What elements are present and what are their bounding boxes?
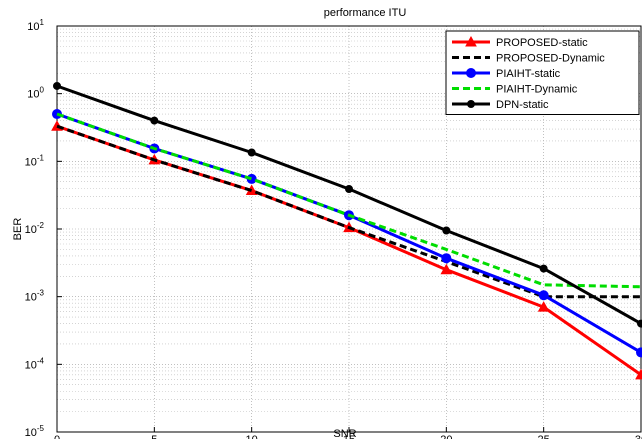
x-tick-label: 15 (343, 434, 355, 439)
data-point (247, 148, 256, 157)
series-3 (56, 112, 642, 289)
x-tick-label: 20 (440, 434, 452, 439)
y-tick-label: 10-3 (25, 289, 45, 304)
y-tick-label: 10-2 (25, 221, 45, 236)
series-4 (53, 81, 642, 328)
y-axis-label: BER (12, 218, 24, 241)
series-group (51, 81, 642, 380)
legend: PROPOSED-static PROPOSED-Dynamic PIAIHT-st… (445, 30, 640, 115)
y-tick-label: 100 (27, 86, 44, 101)
data-point (539, 264, 548, 273)
y-tick-label: 10-1 (25, 153, 45, 168)
data-point (637, 319, 642, 328)
series-0 (51, 120, 642, 380)
y-tick-label: 101 (27, 18, 44, 33)
y-tick-label: 10-4 (25, 356, 45, 371)
series-line (56, 124, 641, 299)
data-point (53, 81, 61, 90)
data-point (345, 185, 353, 194)
axis-ticks: 0 5 10 15 20 25 30 101 100 10-1 10-2 10-3 10-4 10-5 (25, 18, 642, 439)
x-tick-label: 10 (246, 434, 258, 439)
x-tick-label: 0 (54, 434, 60, 439)
series-line (56, 112, 642, 289)
data-point (440, 263, 453, 275)
data-point (441, 253, 452, 264)
legend-label: PROPOSED-static (496, 37, 588, 49)
data-point (538, 290, 549, 301)
legend-label: PIAIHT-static (496, 68, 561, 80)
x-axis-label: SNR (333, 428, 356, 439)
series-2 (52, 109, 642, 358)
data-point (636, 347, 642, 358)
y-tick-label: 10-5 (25, 424, 45, 439)
data-point (150, 116, 159, 125)
series-1 (56, 124, 641, 299)
legend-label: DPN-static (496, 99, 549, 111)
legend-label: PIAIHT-Dynamic (496, 84, 578, 96)
chart-title: performance ITU (324, 7, 407, 19)
legend-marker (466, 68, 476, 78)
x-tick-label: 5 (151, 434, 157, 439)
legend-marker (465, 35, 477, 47)
data-point (635, 368, 642, 380)
data-point (537, 301, 550, 312)
series-line (56, 124, 642, 377)
legend-marker (467, 100, 475, 108)
x-tick-label: 30 (635, 434, 642, 439)
x-tick-label: 25 (538, 434, 550, 439)
data-point (442, 226, 451, 235)
legend-label: PROPOSED-Dynamic (496, 53, 605, 65)
